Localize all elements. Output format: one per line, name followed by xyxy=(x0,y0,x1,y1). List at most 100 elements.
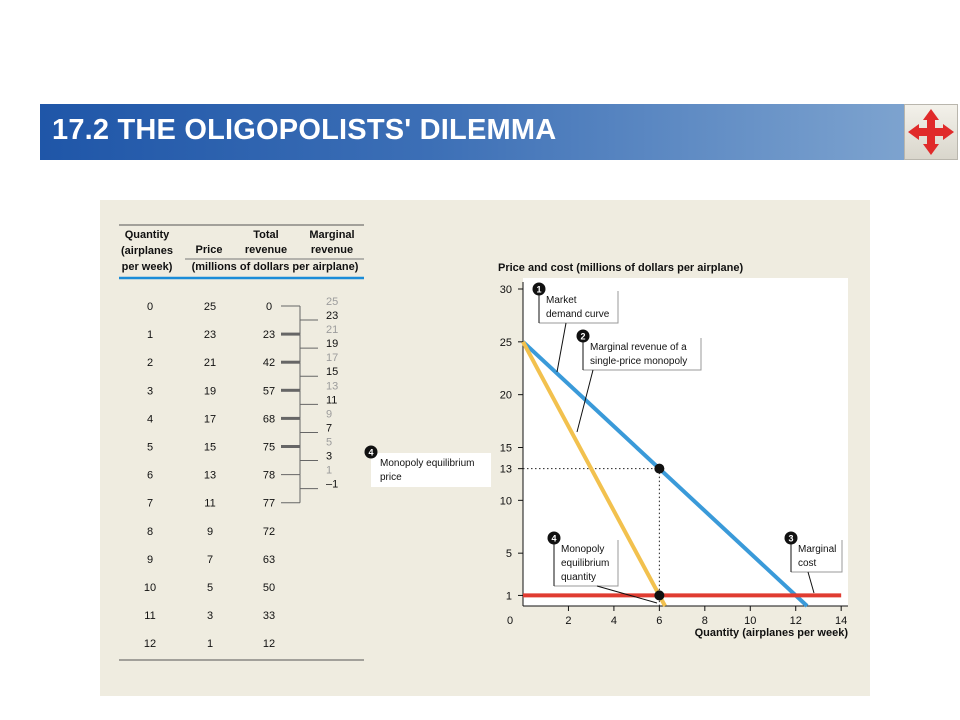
table-cell-quantity: 3 xyxy=(147,385,153,397)
callout-marginal-revenue: 2 Marginal revenue of a single-price monop… xyxy=(576,329,702,433)
y-tick-label: 1 xyxy=(506,590,512,602)
revenue-table: Quantity (airplanes per week) Price Tota… xyxy=(119,224,364,661)
callout-equilibrium-quantity: 4 Monopoly equilibrium quantity xyxy=(547,531,658,604)
header-quantity-3: per week) xyxy=(122,261,173,273)
x-tick-label: 6 xyxy=(656,615,662,627)
mr-connector-marker xyxy=(281,332,300,336)
nav-button[interactable] xyxy=(904,104,958,160)
header-marginal-revenue-1: Marginal xyxy=(309,229,354,241)
y-tick-label: 5 xyxy=(506,548,512,560)
table-cell-quantity: 12 xyxy=(144,638,156,650)
table-cell-quantity: 7 xyxy=(147,498,153,510)
table-cell-marginal-revenue: 7 xyxy=(326,422,332,434)
table-cell-price: 17 xyxy=(204,413,216,425)
callout-text: single-price monopoly xyxy=(590,356,687,367)
table-cell-total-revenue: 75 xyxy=(263,442,275,454)
table-cell-marginal-revenue: 11 xyxy=(326,394,337,406)
callout-text: quantity xyxy=(561,572,596,583)
table-cell-total-revenue: 72 xyxy=(263,526,275,538)
table-cell-quantity: 0 xyxy=(147,301,153,313)
callout-marginal-cost: 3 Marginal cost xyxy=(784,531,843,594)
y-tick-label: 25 xyxy=(500,337,512,349)
table-cell-marginal-revenue-faded: 1 xyxy=(326,465,332,477)
header-quantity-2: (airplanes xyxy=(121,245,173,257)
callout-text: Market xyxy=(546,295,577,306)
callout-box xyxy=(554,540,618,586)
table-cell-marginal-revenue: –1 xyxy=(326,479,338,491)
table-cell-quantity: 9 xyxy=(147,554,153,566)
y-tick-label: 20 xyxy=(500,390,512,402)
chart: Price and cost (millions of dollars per … xyxy=(498,262,848,639)
table-cell-marginal-revenue-faded: 9 xyxy=(326,408,332,420)
callout-badge xyxy=(532,282,546,296)
callout-text: Monopoly xyxy=(561,544,604,555)
table-note-monopoly-price: 4 Monopoly equilibrium price xyxy=(364,445,491,487)
callout-box xyxy=(539,291,618,323)
table-cell-price: 7 xyxy=(207,554,213,566)
table-cell-total-revenue: 0 xyxy=(266,301,272,313)
callout-text: equilibrium xyxy=(561,558,609,569)
note-box xyxy=(371,453,491,487)
y-tick-label: 10 xyxy=(500,495,512,507)
table-cell-price: 5 xyxy=(207,582,213,594)
table-cell-price: 13 xyxy=(204,470,216,482)
table-cell-marginal-revenue: 23 xyxy=(326,310,338,322)
callout-leader xyxy=(556,322,567,373)
header-units: (millions of dollars per airplane) xyxy=(192,261,359,273)
table-cell-quantity: 5 xyxy=(147,442,153,454)
callout-badge xyxy=(576,329,590,343)
table-cell-quantity: 2 xyxy=(147,357,153,369)
four-way-arrow-icon xyxy=(908,109,954,155)
note-line-2: price xyxy=(380,472,402,483)
callout-leader xyxy=(807,571,815,594)
table-cell-price: 23 xyxy=(204,329,216,341)
table-cell-price: 19 xyxy=(204,385,216,397)
title-banner: 17.2 THE OLIGOPOLISTS' DILEMMA xyxy=(40,104,904,160)
table-cell-marginal-revenue: 15 xyxy=(326,366,338,378)
callout-badge-number: 3 xyxy=(788,534,793,544)
callout-shadow xyxy=(583,338,702,371)
table-cell-total-revenue: 50 xyxy=(263,582,275,594)
x-tick-label: 2 xyxy=(565,615,571,627)
callout-leader xyxy=(576,369,594,433)
note-badge xyxy=(364,445,378,459)
slide-title: 17.2 THE OLIGOPOLISTS' DILEMMA xyxy=(52,114,557,146)
mr-connector-marker xyxy=(281,388,300,392)
callout-shadow xyxy=(554,540,619,587)
y-tick-label: 15 xyxy=(500,443,512,455)
table-cell-total-revenue: 12 xyxy=(263,638,275,650)
y-tick-label: 13 xyxy=(500,464,512,476)
x-tick-label: 14 xyxy=(835,615,847,627)
table-cell-price: 21 xyxy=(204,357,216,369)
table-cell-marginal-revenue-faded: 13 xyxy=(326,380,338,392)
demand-curve xyxy=(521,340,809,608)
callout-badge xyxy=(784,531,798,545)
callout-text: cost xyxy=(798,558,817,569)
callout-leader xyxy=(596,585,658,604)
x-tick-label: 10 xyxy=(744,615,756,627)
callout-demand: 1 Market demand curve xyxy=(532,282,619,373)
table-cell-marginal-revenue-faded: 21 xyxy=(326,324,338,336)
table-cell-total-revenue: 78 xyxy=(263,470,275,482)
x-axis-label: Quantity (airplanes per week) xyxy=(695,627,849,639)
chart-title: Price and cost (millions of dollars per … xyxy=(498,262,743,274)
table-cell-price: 25 xyxy=(204,301,216,313)
x-tick-label: 12 xyxy=(790,615,802,627)
note-badge-number: 4 xyxy=(368,448,373,458)
table-cell-quantity: 1 xyxy=(147,329,153,341)
table-cell-total-revenue: 57 xyxy=(263,385,275,397)
table-cell-total-revenue: 33 xyxy=(263,610,275,622)
callout-badge-number: 4 xyxy=(551,534,556,544)
table-cell-price: 9 xyxy=(207,526,213,538)
table-cell-marginal-revenue-faded: 25 xyxy=(326,296,338,308)
table-cell-quantity: 6 xyxy=(147,470,153,482)
header-total-revenue-2: revenue xyxy=(245,244,287,256)
table-cell-quantity: 11 xyxy=(144,610,155,622)
mr-connector-marker xyxy=(281,360,300,364)
table-cell-total-revenue: 63 xyxy=(263,554,275,566)
mr-connector-marker xyxy=(281,445,300,448)
header-marginal-revenue-2: revenue xyxy=(311,244,353,256)
callout-text: Marginal xyxy=(798,544,836,555)
x-tick-label: 0 xyxy=(507,615,513,627)
